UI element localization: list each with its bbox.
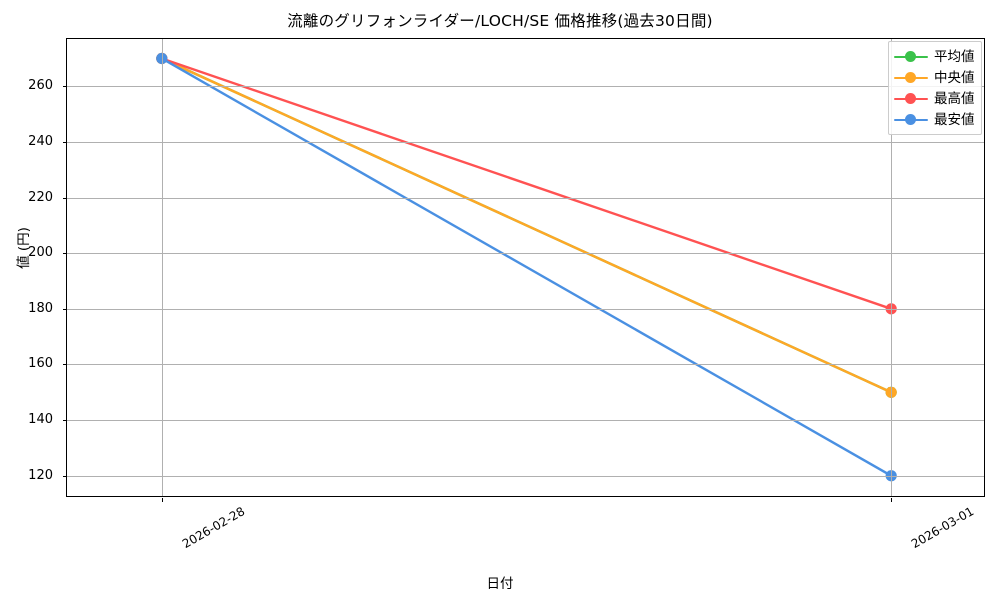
y-tick-label: 200 [28,245,53,261]
gridline-horizontal [67,253,984,255]
series-line [160,57,893,311]
gridline-horizontal [67,141,984,143]
x-tick-mark [161,498,163,502]
legend-label: 最安値 [934,111,975,128]
x-tick-label: 2026-03-01 [909,504,977,552]
y-tick-label: 120 [28,467,53,483]
legend-item[interactable]: 最高値 [894,88,975,109]
legend-label: 最高値 [934,90,975,107]
y-tick-mark [63,475,67,477]
legend-item[interactable]: 平均値 [894,46,975,67]
series-layer [156,52,897,482]
x-axis-label: 日付 [486,576,514,592]
x-tick-label: 2026-02-28 [179,504,248,552]
y-tick-label: 220 [28,189,53,205]
y-tick-mark [63,308,67,310]
legend-item[interactable]: 中央値 [894,67,975,88]
gridline-horizontal [67,475,984,477]
series-line [160,57,893,394]
series-line [160,57,893,477]
gridline-horizontal [67,420,984,422]
y-tick-mark [63,86,67,88]
legend-swatch-icon [894,71,928,85]
gridline-vertical [891,39,893,496]
y-axis-tick-labels: 120 140 160 180 200 220 240 260 [0,0,60,600]
gridline-horizontal [67,197,984,199]
legend-swatch-icon [894,113,928,127]
legend-label: 平均値 [934,48,975,65]
y-tick-mark [63,141,67,143]
gridline-horizontal [67,364,984,366]
legend-swatch-icon [894,50,928,64]
y-tick-label: 140 [28,412,53,428]
y-axis-label: 値 (円) [16,227,32,269]
legend-swatch-icon [894,92,928,106]
gridline-horizontal [67,86,984,88]
plot-area [63,38,985,502]
chart-title: 流離のグリフォンライダー/LOCH/SE 価格推移(過去30日間) [287,12,713,30]
y-tick-mark [63,364,67,366]
y-tick-mark [63,253,67,255]
legend-item[interactable]: 最安値 [894,109,975,130]
y-tick-label: 240 [28,133,53,149]
y-tick-label: 180 [28,300,53,316]
x-tick-mark [891,498,893,502]
chart-legend[interactable]: 平均値中央値最高値最安値 [888,41,982,135]
y-tick-label: 260 [28,78,53,94]
gridline-vertical [161,39,163,496]
y-tick-mark [63,197,67,199]
gridline-horizontal [67,308,984,310]
y-tick-mark [63,420,67,422]
y-tick-label: 160 [28,356,53,372]
legend-label: 中央値 [934,69,975,86]
